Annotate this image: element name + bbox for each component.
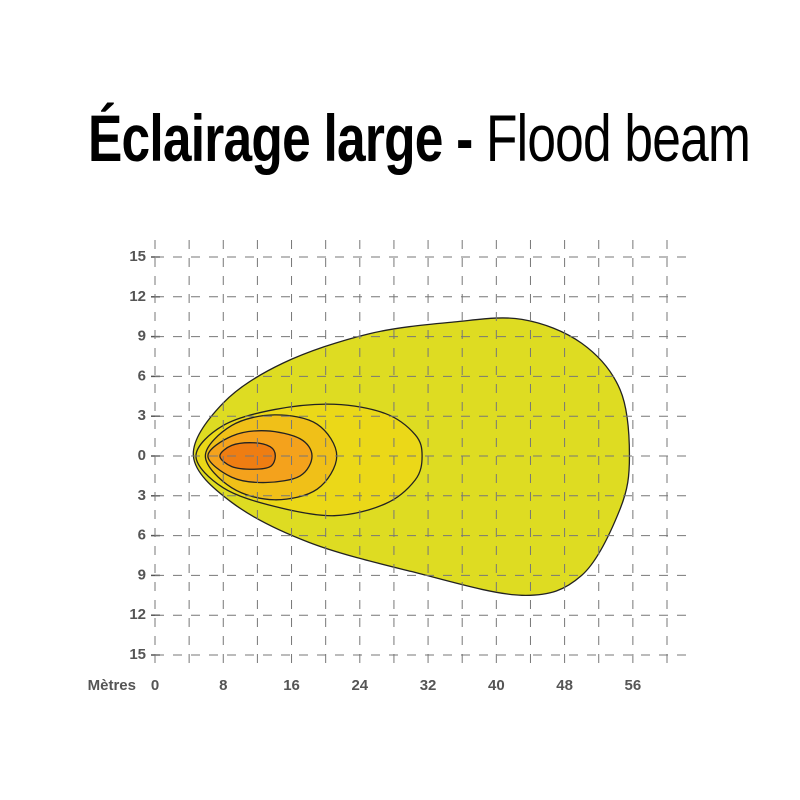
y-tick-label: 12 bbox=[129, 288, 146, 305]
x-tick-label: 32 bbox=[420, 677, 437, 694]
y-tick-label: 12 bbox=[129, 606, 146, 623]
y-tick-label: 9 bbox=[138, 566, 146, 583]
x-tick-label: 24 bbox=[351, 677, 368, 694]
y-tick-label: 3 bbox=[138, 487, 146, 504]
title-main: Éclairage large - bbox=[88, 101, 473, 175]
x-tick-label: 8 bbox=[219, 677, 227, 694]
x-tick-label: 40 bbox=[488, 677, 505, 694]
x-tick-label: 56 bbox=[625, 677, 642, 694]
y-tick-label: 9 bbox=[138, 328, 146, 345]
y-tick-label: 15 bbox=[129, 248, 146, 265]
x-tick-label: 0 bbox=[151, 677, 159, 694]
y-tick-label: 3 bbox=[138, 407, 146, 424]
x-axis-label: Mètres bbox=[88, 677, 136, 694]
y-tick-label: 6 bbox=[138, 527, 146, 544]
x-tick-label: 16 bbox=[283, 677, 300, 694]
y-tick-label: 0 bbox=[138, 447, 146, 464]
y-tick-label: 15 bbox=[129, 646, 146, 663]
beam-regions bbox=[192, 317, 631, 596]
title-sub: Flood beam bbox=[486, 101, 751, 175]
y-tick-label: 6 bbox=[138, 367, 146, 384]
title: Éclairage large - Flood beam bbox=[88, 100, 751, 176]
x-tick-label: 48 bbox=[556, 677, 573, 694]
